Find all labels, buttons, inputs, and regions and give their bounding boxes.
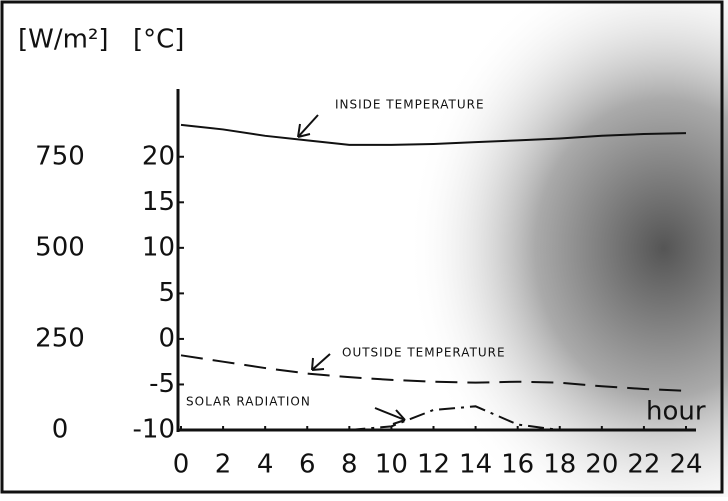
x-tick-label: 12	[417, 450, 450, 480]
x-tick-label: 6	[299, 450, 316, 480]
y2-tick-label: 750	[35, 141, 85, 171]
arrow	[374, 407, 406, 425]
y-tick-label: 20	[142, 141, 175, 171]
arrow	[297, 114, 319, 138]
y2-tick-label: 500	[35, 232, 85, 262]
y-tick-label: 15	[142, 187, 175, 217]
x-tick-label: 10	[375, 450, 408, 480]
x-tick-label: 2	[215, 450, 232, 480]
x-axis-label: hour	[646, 397, 706, 427]
x-tick-label: 18	[543, 450, 576, 480]
series-line	[180, 123, 687, 146]
x-tick-label: 8	[341, 450, 358, 480]
scan-shade	[300, 0, 728, 497]
y-tick-label: -10	[133, 415, 175, 445]
x-tick-label: 0	[173, 450, 190, 480]
x-tick-label: 14	[459, 450, 492, 480]
annotation: SOLAR RADIATION	[186, 395, 311, 409]
series-line	[180, 354, 687, 392]
annotation: INSIDE TEMPERATURE	[335, 98, 485, 112]
x-tick-label: 22	[627, 450, 660, 480]
x-tick-label: 16	[501, 450, 534, 480]
y-axis-label: [°C]	[133, 25, 184, 55]
y2-axis-label: [W/m²]	[18, 25, 109, 55]
y2-tick-label: 0	[52, 415, 69, 445]
y-tick-label: 0	[158, 323, 175, 353]
y2-tick-label: 250	[35, 323, 85, 353]
arrow	[311, 353, 331, 371]
x-tick-label: 20	[585, 450, 618, 480]
annotation: OUTSIDE TEMPERATURE	[342, 346, 506, 360]
y-tick-label: 10	[142, 232, 175, 262]
y-tick-label: 5	[158, 278, 175, 308]
x-tick-label: 24	[669, 450, 702, 480]
y-tick-label: -5	[149, 369, 175, 399]
series-line	[349, 405, 560, 431]
x-tick-label: 4	[257, 450, 274, 480]
